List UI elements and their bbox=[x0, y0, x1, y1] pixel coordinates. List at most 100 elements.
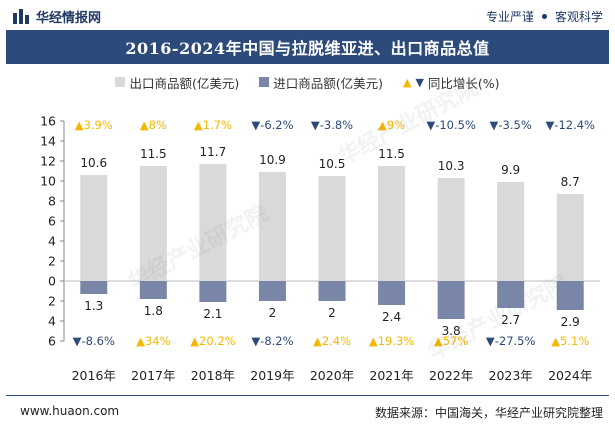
legend-growth-label: 同比增长(%) bbox=[427, 75, 500, 91]
export-growth-label: ▼-3.5% bbox=[490, 118, 532, 132]
export-growth-label: ▲3.9% bbox=[75, 118, 113, 132]
y-tick-label: 4 bbox=[48, 234, 56, 249]
export-bar bbox=[199, 164, 227, 281]
footer-url[interactable]: www.huaon.com bbox=[20, 404, 120, 418]
export-growth-label: ▼-12.4% bbox=[545, 118, 595, 132]
import-growth-label: ▲20.2% bbox=[190, 334, 235, 348]
export-growth-label: ▲1.7% bbox=[194, 118, 232, 132]
export-bar bbox=[378, 166, 406, 281]
import-bar bbox=[258, 281, 286, 301]
import-bar bbox=[318, 281, 346, 301]
export-value-label: 11.5 bbox=[140, 147, 167, 161]
y-tick-label: 14 bbox=[40, 134, 56, 149]
export-value-label: 10.9 bbox=[259, 153, 286, 167]
chart-legend: 出口商品额(亿美元) 进口商品额(亿美元) ▲ ▼ 同比增长(%) bbox=[0, 72, 615, 92]
footer-source: 数据来源：中国海关，华经产业研究院整理 bbox=[374, 406, 603, 420]
export-bar bbox=[497, 182, 525, 281]
x-category-label: 2019年 bbox=[250, 368, 294, 383]
export-value-label: 11.7 bbox=[200, 145, 227, 159]
import-growth-label: ▲34% bbox=[136, 334, 170, 348]
y-tick-label: 8 bbox=[48, 194, 56, 209]
import-bar bbox=[199, 281, 227, 302]
export-bar bbox=[258, 172, 286, 281]
export-value-label: 8.7 bbox=[561, 175, 580, 189]
import-value-label: 1.8 bbox=[144, 304, 163, 318]
y-tick-label: 12 bbox=[40, 154, 56, 169]
tagline-1: 专业严谨 bbox=[485, 10, 534, 24]
x-category-label: 2017年 bbox=[131, 368, 175, 383]
y-tick-label: 16 bbox=[40, 114, 56, 129]
import-bar bbox=[80, 281, 108, 294]
x-category-label: 2024年 bbox=[548, 368, 592, 383]
import-value-label: 3.8 bbox=[442, 324, 461, 338]
export-value-label: 9.9 bbox=[501, 163, 520, 177]
export-bar bbox=[556, 194, 584, 281]
import-value-label: 2.7 bbox=[501, 313, 520, 327]
legend-import-swatch bbox=[259, 77, 270, 87]
import-value-label: 1.3 bbox=[84, 299, 103, 313]
export-growth-label: ▲9% bbox=[378, 118, 405, 132]
export-value-label: 10.5 bbox=[319, 157, 346, 171]
x-category-label: 2022年 bbox=[429, 368, 473, 383]
import-growth-label: ▼-27.5% bbox=[486, 334, 536, 348]
chart-title-bar: 2016-2024年中国与拉脱维亚进、出口商品总值 bbox=[6, 30, 609, 64]
import-value-label: 2 bbox=[328, 306, 336, 320]
tagline-2: 客观科学 bbox=[554, 10, 603, 24]
import-bar bbox=[139, 281, 167, 299]
import-bar bbox=[497, 281, 525, 308]
triangle-down-icon: ▼ bbox=[415, 75, 424, 89]
legend-import-label: 进口商品额(亿美元) bbox=[273, 75, 383, 91]
import-bar bbox=[437, 281, 465, 319]
export-bar bbox=[139, 166, 167, 281]
y-tick-label: 0 bbox=[48, 274, 56, 289]
export-bar bbox=[318, 176, 346, 281]
export-growth-label: ▼-10.5% bbox=[426, 118, 476, 132]
triangle-up-icon: ▲ bbox=[402, 75, 412, 89]
y-tick-label: 6 bbox=[48, 334, 56, 349]
export-growth-label: ▼-6.2% bbox=[251, 118, 293, 132]
import-growth-label: ▲19.3% bbox=[369, 334, 414, 348]
import-bar bbox=[556, 281, 584, 310]
y-tick-label: 10 bbox=[40, 174, 56, 189]
y-tick-label: 4 bbox=[48, 314, 56, 329]
legend-growth: ▲ ▼ 同比增长(%) bbox=[403, 73, 500, 92]
x-category-label: 2020年 bbox=[310, 368, 354, 383]
legend-import: 进口商品额(亿美元) bbox=[259, 73, 383, 92]
import-value-label: 2.1 bbox=[203, 307, 222, 321]
x-category-label: 2021年 bbox=[369, 368, 413, 383]
import-value-label: 2.9 bbox=[561, 315, 580, 329]
import-value-label: 2 bbox=[269, 306, 277, 320]
tagline: 专业严谨 客观科学 bbox=[486, 8, 603, 25]
chart-title: 2016-2024年中国与拉脱维亚进、出口商品总值 bbox=[125, 39, 490, 58]
x-category-label: 2018年 bbox=[191, 368, 235, 383]
footer: www.huaon.com 数据来源：中国海关，华经产业研究院整理 bbox=[0, 394, 615, 427]
export-value-label: 10.6 bbox=[80, 156, 107, 170]
legend-export-label: 出口商品额(亿美元) bbox=[129, 75, 240, 91]
export-value-label: 10.3 bbox=[438, 159, 465, 173]
y-tick-label: 2 bbox=[48, 294, 56, 309]
import-bar bbox=[378, 281, 406, 305]
y-tick-label: 6 bbox=[48, 214, 56, 229]
footer-divider bbox=[6, 395, 609, 396]
export-value-label: 11.5 bbox=[378, 147, 405, 161]
import-growth-label: ▲2.4% bbox=[313, 334, 351, 348]
export-growth-label: ▲8% bbox=[140, 118, 167, 132]
export-bar bbox=[80, 175, 108, 281]
import-growth-label: ▲57% bbox=[434, 334, 468, 348]
import-growth-label: ▼-8.2% bbox=[251, 334, 293, 348]
export-bar bbox=[437, 178, 465, 281]
export-growth-label: ▼-3.8% bbox=[311, 118, 353, 132]
brand: 华经情报网 bbox=[12, 7, 101, 26]
chart-plot: 16 14 12 10 8 6 4 2 0 2 4 6 10.6 1.3 ▲3.9% ▼-8.6% 2016年 1… bbox=[40, 114, 600, 383]
bar-chart-logo-icon bbox=[13, 9, 29, 24]
top-bar: 华经情报网 专业严谨 客观科学 bbox=[0, 0, 615, 30]
y-tick-label: 2 bbox=[48, 254, 56, 269]
x-category-label: 2016年 bbox=[72, 368, 116, 383]
legend-export: 出口商品额(亿美元) bbox=[115, 73, 239, 92]
tagline-dot bbox=[541, 14, 547, 19]
legend-export-swatch bbox=[115, 77, 126, 87]
import-value-label: 2.4 bbox=[382, 310, 401, 324]
x-category-label: 2023年 bbox=[489, 368, 533, 383]
import-growth-label: ▲5.1% bbox=[551, 334, 589, 348]
import-growth-label: ▼-8.6% bbox=[73, 334, 115, 348]
